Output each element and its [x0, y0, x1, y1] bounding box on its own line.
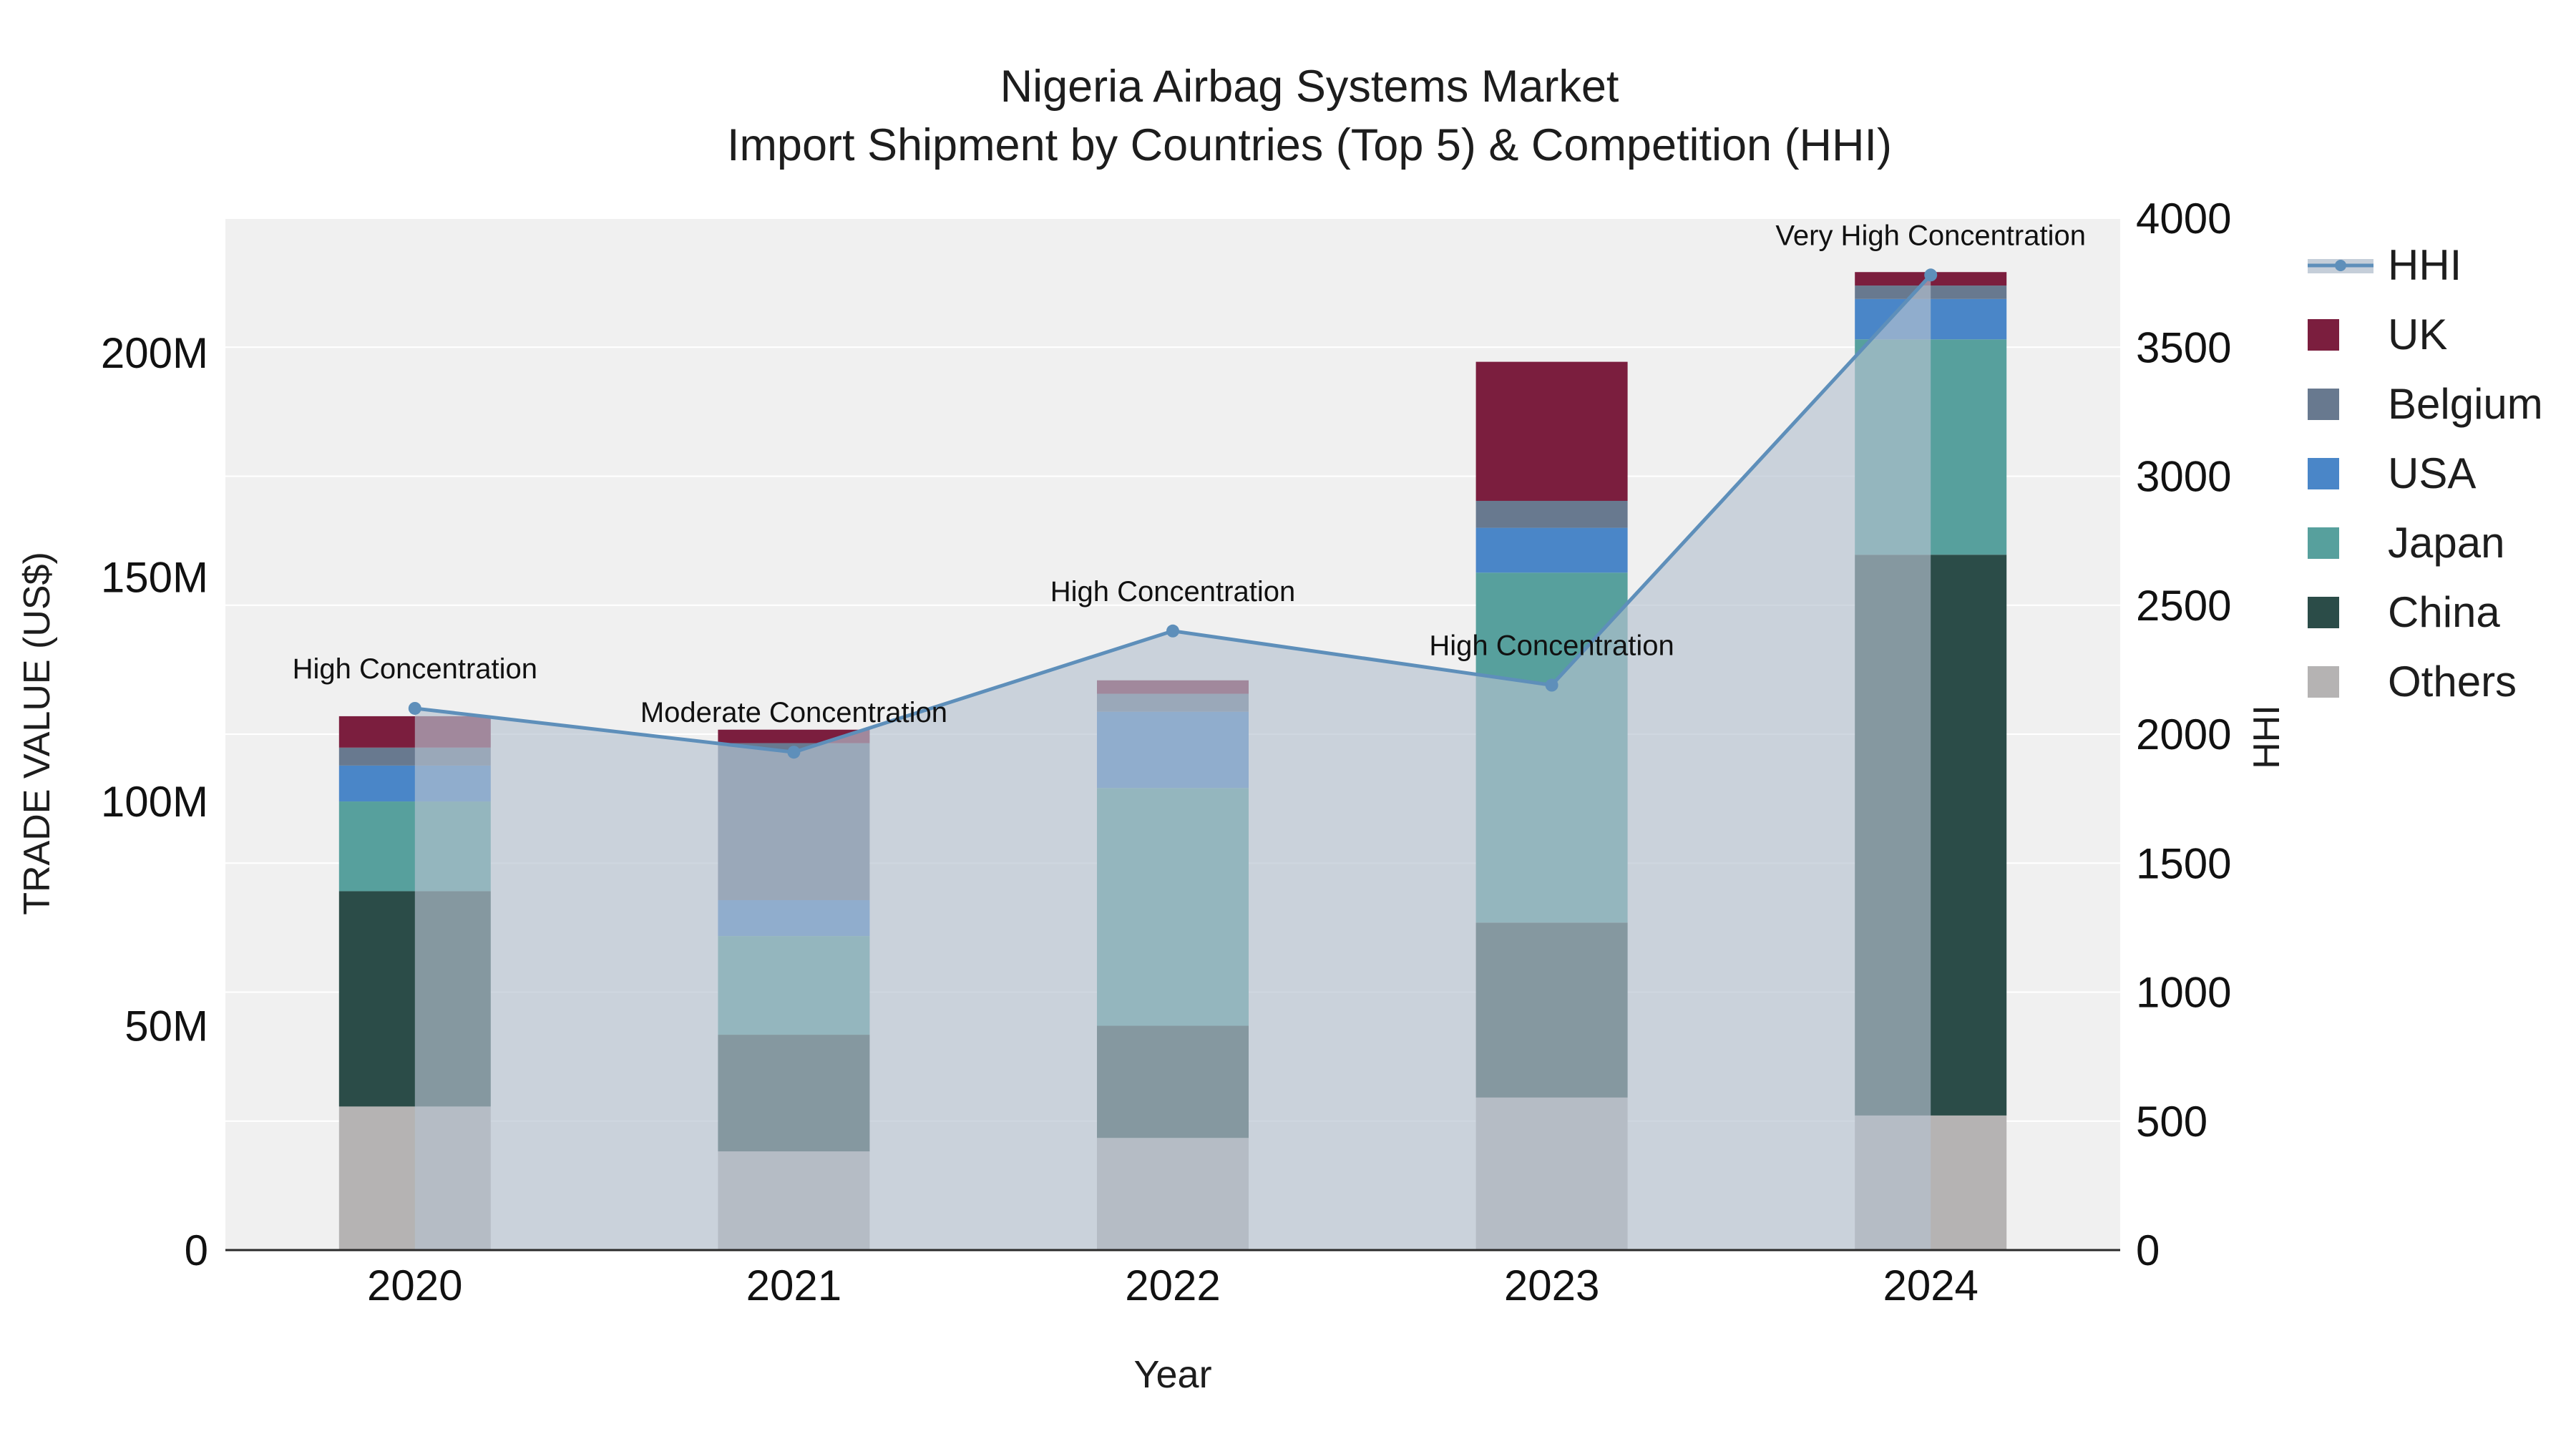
y-right-tick-1500: 1500	[2136, 839, 2231, 887]
annotation-2020: High Concentration	[293, 653, 537, 685]
hhi-marker-2020	[408, 701, 421, 715]
annotation-2022: High Concentration	[1050, 576, 1295, 608]
y-right-tick-4000: 4000	[2136, 195, 2231, 243]
hhi-marker-2021	[787, 746, 801, 759]
legend-swatch-icon	[2308, 665, 2379, 698]
chart-subtitle: Import Shipment by Countries (Top 5) & C…	[726, 120, 1893, 170]
legend-item-usa[interactable]: USA	[2308, 439, 2543, 508]
y-axis-label-right: HHI	[2246, 705, 2288, 769]
y-right-tick-2500: 2500	[2136, 582, 2231, 630]
legend-item-uk[interactable]: UK	[2308, 300, 2543, 369]
legend-item-others[interactable]: Others	[2308, 647, 2543, 716]
legend-swatch-icon	[2308, 457, 2379, 489]
legend-item-hhi[interactable]: HHI	[2308, 230, 2543, 300]
x-axis-label: Year	[1133, 1353, 1212, 1396]
bar-uk-2023	[1475, 361, 1628, 501]
legend-swatch-icon	[2308, 596, 2379, 628]
annotation-2023: High Concentration	[1429, 630, 1674, 662]
legend-swatch-icon	[2308, 318, 2379, 351]
y-left-tick-100M: 100M	[101, 778, 208, 826]
hhi-marker-2022	[1166, 624, 1179, 638]
y-left-tick-200M: 200M	[101, 329, 208, 377]
hhi-area	[414, 275, 1931, 1250]
legend-item-china[interactable]: China	[2308, 577, 2543, 647]
legend-swatch-icon	[2308, 527, 2379, 559]
hhi-marker-2024	[1924, 268, 1938, 282]
x-tick-2022: 2022	[1125, 1262, 1220, 1309]
hhi-marker-2023	[1545, 678, 1558, 692]
chart-title-block: Nigeria Airbag Systems Market Import Shi…	[43, 57, 2576, 175]
legend-label: Japan	[2388, 519, 2505, 567]
annotation-2024: Very High Concentration	[1775, 220, 2086, 251]
y-left-tick-50M: 50M	[125, 1002, 208, 1050]
legend-label: UK	[2388, 311, 2448, 358]
legend-label: Belgium	[2388, 380, 2543, 428]
y-left-tick-0: 0	[185, 1226, 208, 1274]
y-right-tick-2000: 2000	[2136, 711, 2231, 758]
legend-swatch-icon	[2308, 388, 2379, 420]
legend-label: China	[2388, 588, 2500, 636]
legend-label: USA	[2388, 449, 2477, 497]
legend-item-japan[interactable]: Japan	[2308, 508, 2543, 577]
y-right-tick-3500: 3500	[2136, 323, 2231, 371]
legend-label: Others	[2388, 658, 2517, 706]
bar-usa-2023	[1475, 527, 1628, 573]
hhi-line-swatch-icon	[2308, 250, 2379, 281]
chart-title: Nigeria Airbag Systems Market	[1000, 62, 1619, 112]
y-right-tick-0: 0	[2136, 1226, 2160, 1274]
annotation-2021: Moderate Concentration	[640, 697, 947, 728]
legend-label: HHI	[2388, 241, 2462, 289]
legend: HHI UK Belgium USA Japan China Others	[2308, 230, 2543, 716]
x-tick-2024: 2024	[1883, 1262, 1978, 1309]
y-axis-label-left: TRADE VALUE (US$)	[16, 552, 58, 915]
legend-item-belgium[interactable]: Belgium	[2308, 369, 2543, 439]
x-tick-2021: 2021	[746, 1262, 841, 1309]
y-right-tick-500: 500	[2136, 1098, 2207, 1146]
bar-belgium-2023	[1475, 500, 1628, 528]
y-right-tick-3000: 3000	[2136, 453, 2231, 501]
y-right-tick-1000: 1000	[2136, 969, 2231, 1017]
y-left-tick-150M: 150M	[101, 554, 208, 602]
x-tick-2023: 2023	[1504, 1262, 1599, 1309]
x-tick-2020: 2020	[367, 1262, 462, 1309]
